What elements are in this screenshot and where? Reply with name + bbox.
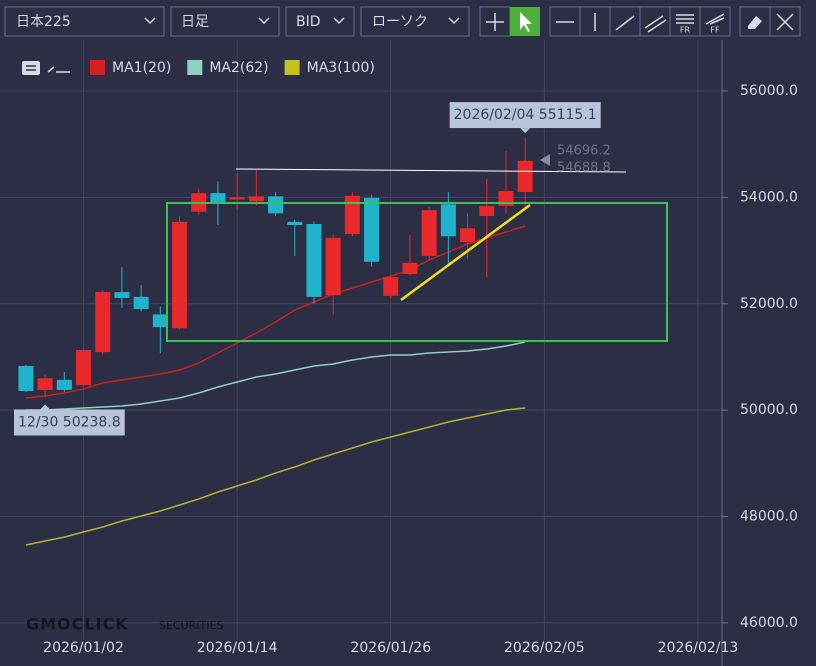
candle-body [172,221,188,329]
comment-icon[interactable] [22,61,40,75]
candle-body [133,296,149,310]
x-tick-label: 2026/01/14 [197,640,278,656]
eraser-icon [748,16,762,29]
pointer-icon [520,12,532,32]
candle-body [460,228,476,243]
clear-icon [776,13,794,31]
drawn-trendline[interactable] [400,203,531,302]
candle-body [479,205,495,217]
trendline-button[interactable] [609,6,641,37]
tooltip: 2026/02/04 55115.1 [449,102,601,134]
tooltip-box [449,102,601,129]
candle-body [229,197,245,200]
dropdown-arrow [144,17,156,25]
crosshair-icon [486,13,504,31]
y-tick-label: 56000.0 [740,83,798,99]
fr-label: FR [680,26,691,35]
trendline-icon [615,15,635,31]
candle-body [18,366,34,392]
candle-body [287,221,303,226]
candle-body [114,292,130,298]
legend-swatch [90,60,105,75]
tooltip-box [14,409,125,436]
drawn-hline[interactable] [235,168,627,173]
dropdown-arrow [258,17,270,25]
legend-swatch [284,60,300,75]
candle-body [306,223,322,297]
watermark-suffix: SECURITIES [159,619,223,632]
price-marker [540,154,550,166]
y-tick-label: 46000.0 [740,615,798,631]
candle-body [76,350,92,386]
toolbar: 日本225 日足 BID ローソク FR FF [4,6,801,37]
ff-icon [705,13,725,25]
candle-body [517,160,533,193]
legend [22,61,70,75]
period-label: 日足 [181,14,209,30]
legend-swatch [187,60,203,75]
ma-line [25,407,526,546]
comment-lines [26,65,36,71]
y-tick-label: 54000.0 [740,189,798,205]
symbol-label: 日本225 [16,14,71,30]
candle-body [210,193,226,204]
x-tick-label: 2026/02/13 [658,640,739,656]
side-label: BID [296,14,321,30]
side-dropdown[interactable] [285,6,355,37]
y-tick-label: 48000.0 [740,509,798,525]
fr-icon [676,14,694,24]
tooltip-pointer [40,404,51,410]
price-label: 54696.2 [557,144,611,159]
candle-body [95,292,111,353]
tooltip-pointer [520,128,531,134]
ff-label: FF [710,26,720,35]
ma-line [25,225,526,399]
candle-body [383,277,399,296]
legend-label: MA1(20) [112,60,171,76]
watermark-brand: GMOCLICK [26,615,129,634]
candle-body [37,378,53,390]
legend-label: MA2(62) [209,60,268,76]
candle-body [364,197,380,262]
x-tick-label: 2026/01/02 [43,640,124,656]
channel-icon [644,15,667,33]
candle-body [344,195,360,235]
collapse-icon[interactable] [47,66,70,73]
style-label: ローソク [372,14,428,30]
drawn-rectangle[interactable] [166,202,668,342]
style-dropdown[interactable] [360,6,470,37]
legend-label: MA3(100) [307,60,375,76]
dropdown-arrow [448,17,460,25]
tooltip-label: 2026/02/04 55115.1 [454,107,597,123]
x-tick-label: 2026/01/26 [350,640,431,656]
dropdown-arrow [333,17,345,25]
candle-body [421,210,437,256]
plot-area [0,40,728,666]
candle-body [402,262,418,274]
x-tick-label: 2026/02/05 [504,640,585,656]
candle-body [440,204,456,237]
y-tick-label: 50000.0 [740,402,798,418]
tooltip-label: 12/30 50238.8 [18,414,121,430]
candle-body [325,237,341,296]
price-label: 54688.8 [557,161,611,176]
period-dropdown[interactable] [170,6,280,37]
candle-body [56,379,72,390]
candle-body [248,196,264,202]
ma-line [25,341,526,411]
symbol-dropdown[interactable] [4,6,165,37]
fr-button[interactable] [669,6,701,37]
candle-body [152,314,168,328]
y-tick-label: 52000.0 [740,296,798,312]
tooltip: 12/30 50238.8 [14,404,125,436]
candle-body [268,196,284,214]
